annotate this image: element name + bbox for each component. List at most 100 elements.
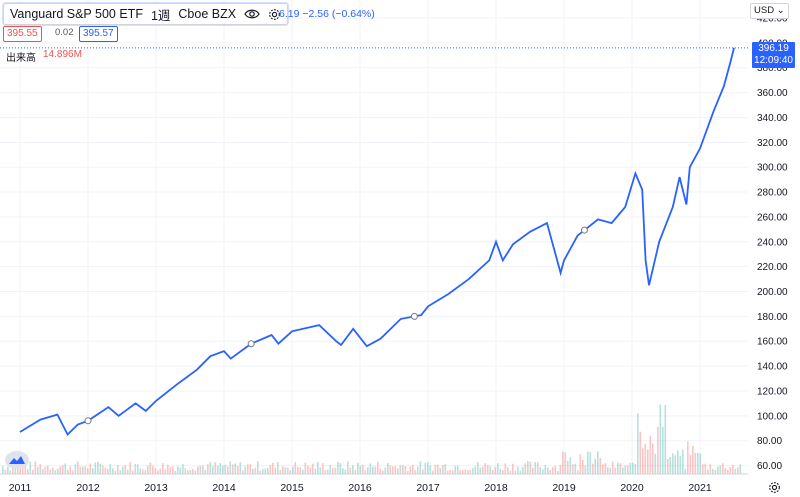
volume-bar [217, 466, 219, 474]
volume-bar [679, 455, 682, 474]
currency-selector[interactable]: USD ⌄ [750, 3, 789, 19]
volume-bar [239, 462, 242, 474]
bid-price[interactable]: 395.55 [3, 26, 42, 42]
volume-bar [419, 461, 422, 474]
volume-bar [459, 470, 462, 474]
volume-bar [99, 463, 102, 474]
x-axis: 2011 2012 2013 2014 2015 2016 2017 2018 2019 2020… [9, 482, 712, 494]
volume-bar [244, 466, 247, 474]
volume-bar [567, 460, 569, 474]
volume-bar [522, 466, 524, 474]
volume-bar [697, 452, 699, 474]
eye-icon[interactable] [244, 8, 260, 20]
volume-bar [539, 467, 542, 474]
volume-bar [442, 465, 444, 474]
volume-bar [374, 466, 377, 474]
volume-bar [672, 453, 674, 474]
volume-bar [254, 467, 257, 474]
volume-bar [734, 468, 737, 474]
volume-bar [354, 469, 357, 474]
volume-bar [509, 470, 512, 474]
volume-bar [132, 470, 134, 474]
volume-bar [657, 427, 659, 474]
event-marker [410, 312, 418, 320]
exchange-label: Cboe BZX [178, 7, 237, 21]
volume-bar [44, 466, 47, 474]
volume-bar [84, 466, 87, 474]
spread-value: 0.02 [55, 27, 74, 38]
volume-bar [154, 468, 157, 474]
y-tick-label: 140.00 [757, 362, 788, 373]
volume-bar [359, 465, 362, 474]
volume-bar [12, 465, 14, 474]
volume-bar [174, 470, 177, 474]
volume-bar [717, 466, 719, 474]
volume-bar [542, 469, 544, 474]
volume-bar [597, 451, 599, 474]
volume-bar [227, 466, 229, 474]
volume-bar [287, 467, 289, 474]
volume-bar [79, 466, 82, 474]
volume-bar [104, 467, 107, 474]
volume-bar [729, 467, 732, 474]
volume-bar [662, 426, 664, 474]
y-tick-label: 380.00 [757, 63, 788, 74]
volume-bar [347, 461, 349, 474]
y-tick-label: 160.00 [757, 337, 788, 348]
volume-bar [609, 467, 612, 474]
ask-price[interactable]: 395.57 [79, 26, 118, 42]
volume-bar [524, 463, 527, 474]
volume-bar [37, 466, 39, 474]
volume-bar [587, 451, 589, 474]
volume-bar [129, 462, 132, 474]
volume-bar [364, 470, 367, 474]
volume-bar [289, 470, 292, 474]
event-marker [247, 340, 255, 348]
volume-bar [687, 441, 689, 474]
volume-bar [562, 451, 564, 474]
volume-bar [499, 468, 502, 474]
logo-icon[interactable] [5, 451, 29, 469]
volume-bar [424, 462, 427, 474]
volume-bar [572, 464, 574, 474]
volume-bar [69, 466, 72, 474]
volume-bar [312, 463, 314, 474]
symbol-header[interactable]: Vanguard S&P 500 ETF 1週 Cboe BZX [3, 3, 289, 25]
volume-bar [202, 465, 204, 474]
volume-bar [659, 404, 662, 474]
volume-bar [34, 461, 37, 474]
y-tick-label: 300.00 [757, 163, 788, 174]
volume-bar [479, 467, 482, 474]
x-tick-label: 2021 [688, 482, 712, 494]
volume-bar [497, 463, 499, 474]
volume-bar [432, 470, 434, 474]
volume-bar [334, 467, 337, 474]
volume-bar [512, 463, 514, 474]
interval-label[interactable]: 1週 [150, 8, 171, 23]
volume-bar [262, 469, 264, 474]
settings-icon[interactable] [768, 481, 781, 494]
volume-bar [454, 466, 457, 474]
volume-bar [727, 469, 729, 474]
volume-bar [714, 469, 717, 474]
volume-bar [182, 463, 184, 474]
volume-bar [237, 465, 239, 474]
volume-bar [349, 467, 352, 474]
volume-bar [49, 469, 52, 474]
volume-bar [477, 462, 479, 474]
volume-bar [87, 468, 89, 474]
volume-bar [159, 468, 162, 474]
volume-bar [569, 457, 572, 474]
volume-bar [612, 461, 614, 474]
volume-bar [82, 466, 84, 474]
volume-bar [67, 469, 69, 474]
gear-icon[interactable] [268, 8, 281, 21]
volume-bar [684, 469, 687, 474]
volume-bar [389, 465, 392, 474]
volume-bar [412, 464, 414, 474]
volume-bar [559, 464, 562, 474]
volume-bar [29, 461, 32, 474]
volume-bar [452, 470, 454, 474]
volume-bars [2, 404, 742, 474]
